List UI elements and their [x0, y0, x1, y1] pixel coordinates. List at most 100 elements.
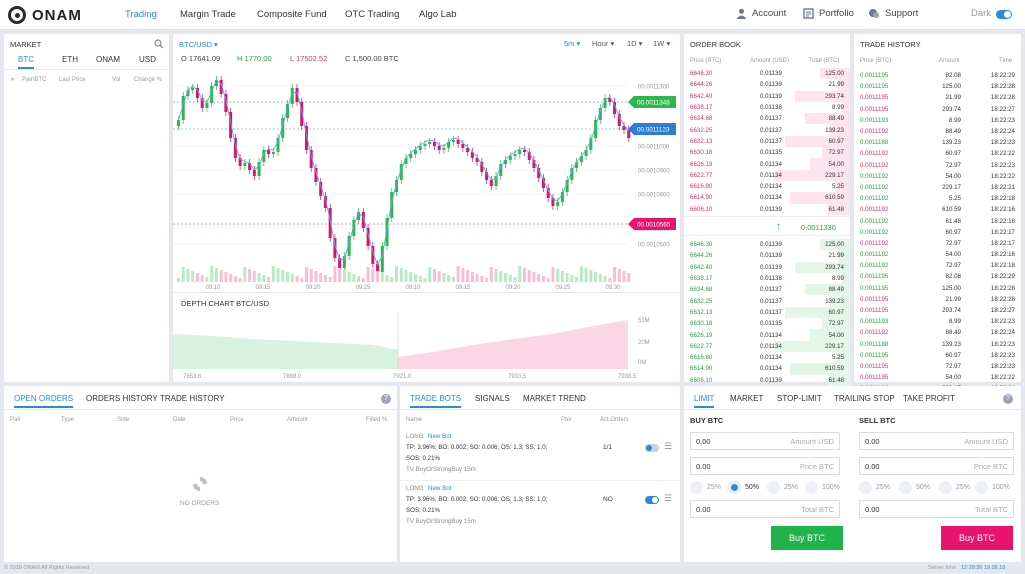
candle-body[interactable]	[243, 163, 247, 166]
candle-body[interactable]	[195, 88, 199, 98]
candle-body[interactable]	[352, 220, 356, 236]
tab-trade-history[interactable]: TRADE HISTORY	[160, 394, 225, 403]
order-book-row[interactable]: 6614.90 0.01134 610.59	[684, 363, 850, 375]
order-book-row[interactable]: 6626.19 0.01134 54.00	[684, 158, 850, 170]
order-book-row[interactable]: 6644.26 0.01139 21.99	[684, 250, 850, 262]
candle-body[interactable]	[613, 102, 617, 114]
candle-body[interactable]	[214, 80, 218, 86]
buy-pct-50[interactable]: 50%	[728, 481, 759, 494]
candle-body[interactable]	[622, 126, 626, 130]
candle-body[interactable]	[295, 88, 299, 102]
buy-amount-field[interactable]: 0.00 Amount USD	[690, 432, 840, 450]
candle-body[interactable]	[579, 156, 583, 162]
tab-stop-limit[interactable]: STOP-LIMIT	[777, 394, 822, 403]
candle-body[interactable]	[428, 142, 432, 144]
candle-body[interactable]	[513, 154, 517, 156]
candle-body[interactable]	[504, 160, 508, 164]
candle-body[interactable]	[537, 168, 541, 178]
candle-body[interactable]	[323, 196, 327, 208]
candle-body[interactable]	[286, 104, 290, 118]
candle-body[interactable]	[390, 192, 394, 218]
candle-body[interactable]	[551, 198, 555, 206]
account-link[interactable]: Account	[736, 8, 786, 19]
candle-body[interactable]	[361, 212, 365, 228]
bot-name[interactable]: New Bot	[428, 433, 452, 440]
nav-otc-trading[interactable]: OTC Trading	[345, 9, 400, 20]
candle-body[interactable]	[575, 162, 579, 168]
market-tab-usd[interactable]: USD	[139, 55, 156, 64]
candle-body[interactable]	[418, 146, 422, 150]
candle-body[interactable]	[200, 98, 204, 108]
candle-body[interactable]	[466, 148, 470, 152]
order-book-row[interactable]: 6632.13 0.01137 60.97	[684, 135, 850, 148]
nav-margin-trade[interactable]: Margin Trade	[180, 9, 236, 20]
candle-body[interactable]	[276, 138, 280, 152]
order-book-row[interactable]: 6616.80 0.01134 5.25	[684, 351, 850, 364]
tab-orders-history[interactable]: ORDERS HISTORY	[86, 394, 158, 403]
bot-row[interactable]: LONG New Bot TP: 3.96%; BO: 0.002; SO: 0…	[400, 430, 680, 478]
candle-body[interactable]	[475, 158, 479, 162]
portfolio-link[interactable]: Portfolio	[803, 8, 854, 19]
candlestick-chart[interactable]: 00.0011300 00.0011000 00.0010900 00.0010800…	[173, 68, 680, 290]
help-icon[interactable]: ?	[1003, 394, 1013, 404]
candle-body[interactable]	[527, 152, 531, 160]
interval-1d[interactable]: 1D ▾	[627, 39, 643, 48]
candle-body[interactable]	[257, 162, 261, 176]
interval-hour[interactable]: Hour ▾	[592, 39, 615, 48]
candle-body[interactable]	[442, 148, 446, 150]
candle-body[interactable]	[608, 98, 612, 102]
buy-pct-100[interactable]: 100%	[805, 481, 840, 494]
candle-body[interactable]	[229, 112, 233, 138]
candle-body[interactable]	[447, 142, 451, 148]
candle-body[interactable]	[252, 170, 256, 176]
candle-body[interactable]	[181, 96, 185, 120]
candle-body[interactable]	[594, 120, 598, 138]
candle-body[interactable]	[499, 164, 503, 176]
order-book-row[interactable]: 6632.25 0.01137 139.23	[684, 295, 850, 307]
candle-body[interactable]	[494, 176, 498, 186]
candle-body[interactable]	[338, 258, 342, 268]
candle-body[interactable]	[357, 212, 361, 220]
order-book-row[interactable]: 6630.18 0.01135 72.97	[684, 147, 850, 159]
order-book-row[interactable]: 6634.68 0.01137 88.49	[684, 113, 850, 125]
sell-pct-100[interactable]: 100%	[975, 481, 1010, 494]
star-icon[interactable]: ★	[10, 77, 16, 83]
candle-body[interactable]	[461, 144, 465, 148]
candle-body[interactable]	[205, 103, 209, 108]
candle-body[interactable]	[404, 158, 408, 164]
candle-body[interactable]	[546, 188, 550, 198]
candle-body[interactable]	[589, 138, 593, 150]
tab-limit[interactable]: LIMIT	[694, 394, 715, 408]
brand-logo[interactable]: ONAM	[8, 6, 82, 24]
candle-body[interactable]	[399, 164, 403, 180]
order-book-row[interactable]: 6606.10 0.01139 61.48	[684, 374, 850, 386]
buy-btc-button[interactable]: Buy BTC	[771, 526, 843, 550]
candle-body[interactable]	[300, 102, 304, 126]
candle-body[interactable]	[560, 192, 564, 202]
candle-body[interactable]	[186, 90, 190, 96]
candle-body[interactable]	[177, 120, 180, 126]
candle-body[interactable]	[541, 178, 545, 188]
search-icon[interactable]	[154, 39, 164, 49]
candle-body[interactable]	[627, 130, 631, 138]
candle-body[interactable]	[366, 228, 370, 246]
candle-body[interactable]	[371, 246, 375, 264]
candle-body[interactable]	[219, 80, 223, 94]
candle-body[interactable]	[603, 98, 607, 108]
market-tab-onam[interactable]: ONAM	[96, 55, 120, 64]
support-link[interactable]: Support	[868, 8, 918, 19]
buy-pct-25[interactable]: 25%	[690, 481, 721, 494]
buy-total-field[interactable]: 0.00 Total BTC	[690, 500, 840, 518]
candle-body[interactable]	[423, 144, 427, 146]
tab-market[interactable]: MARKET	[730, 394, 764, 403]
sell-price-field[interactable]: 0.00 Price BTC	[859, 457, 1014, 475]
candle-body[interactable]	[518, 150, 522, 154]
tab-market-trend[interactable]: MARKET TREND	[523, 394, 586, 403]
interval-5m[interactable]: 5m ▾	[564, 39, 581, 48]
order-book-row[interactable]: 6632.13 0.01137 60.97	[684, 306, 850, 319]
candle-body[interactable]	[333, 238, 337, 258]
menu-icon[interactable]: ☰	[664, 493, 673, 503]
tab-signals[interactable]: SIGNALS	[475, 394, 510, 403]
candle-body[interactable]	[409, 154, 413, 158]
order-book-row[interactable]: 6606.10 0.01139 61.48	[684, 203, 850, 215]
